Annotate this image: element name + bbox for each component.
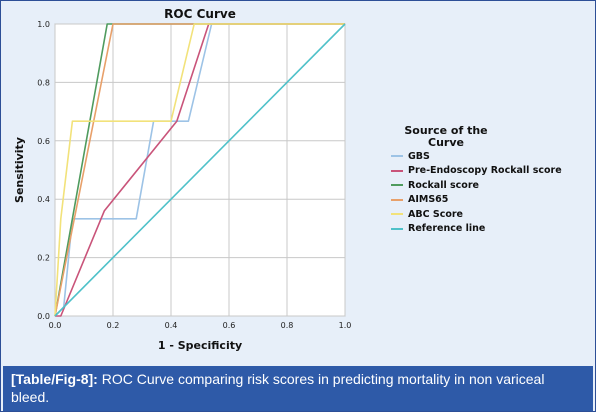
legend-item: Rockall score [391,178,562,193]
legend-item: Reference line [391,222,562,237]
chart-title: ROC Curve [164,7,236,21]
x-axis-label: 1 - Specificity [158,339,242,352]
legend: Source of the Curve GBS Pre-Endoscopy Roc… [391,125,562,236]
x-tick-label: 0.2 [107,321,120,330]
legend-swatch [391,198,403,201]
x-tick-label: 0.6 [223,321,236,330]
legend-label: AIMS65 [408,194,449,206]
x-tick-label: 0.4 [165,321,178,330]
legend-item: Pre-Endoscopy Rockall score [391,164,562,179]
legend-label: Pre-Endoscopy Rockall score [408,165,562,177]
legend-swatch [391,169,403,172]
legend-label: Reference line [408,223,486,235]
figure-caption: [Table/Fig-8]: ROC Curve comparing risk … [3,366,593,411]
y-tick-label: 1.0 [37,20,50,29]
legend-label: GBS [408,150,430,162]
series-line-abc-score [54,23,345,317]
legend-swatch [391,155,403,158]
legend-items: GBS Pre-Endoscopy Rockall score Rockall sc… [391,149,562,236]
y-tick-label: 0.2 [37,254,50,263]
y-tick-label: 0.6 [37,137,50,146]
legend-swatch [391,227,403,230]
roc-chart: 0.0 0.2 0.4 0.6 0.8 1.0 0.0 0.2 0.4 0.6 0.8 1.0 ROC … [13,7,352,352]
y-tick-label: 0.4 [37,195,50,204]
x-tick-label: 0.8 [281,321,294,330]
y-tick-label: 0.8 [37,78,50,87]
x-tick-label: 1.0 [339,321,352,330]
legend-item: GBS [391,149,562,164]
plot-area: 0.0 0.2 0.4 0.6 0.8 1.0 0.0 0.2 0.4 0.6 0.8 1.0 ROC … [3,3,595,365]
legend-label: ABC Score [408,208,464,220]
legend-item: ABC Score [391,207,562,222]
series-line-reference-line [54,23,346,317]
legend-title: Source of the Curve [404,124,488,149]
legend-label: Rockall score [408,179,479,191]
caption-text: ROC Curve comparing risk scores in predi… [11,371,545,405]
legend-item: AIMS65 [391,193,562,208]
caption-label: [Table/Fig-8]: [11,371,98,387]
legend-swatch [391,184,403,187]
series-line-gbs [54,23,345,317]
y-axis-label: Sensitivity [13,137,26,203]
legend-swatch [391,213,403,216]
y-tick-label: 0.0 [37,312,50,321]
x-tick-label: 0.0 [49,321,62,330]
